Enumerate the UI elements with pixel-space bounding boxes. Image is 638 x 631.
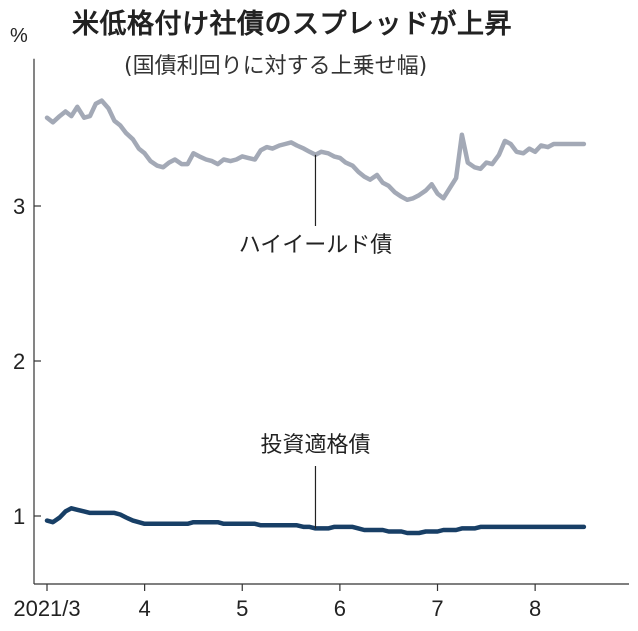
x-tick-label: 6 — [334, 596, 346, 621]
x-tick-label: 8 — [529, 596, 541, 621]
x-tick-label: 7 — [431, 596, 443, 621]
high-yield-label: ハイイールド債 — [239, 233, 393, 258]
x-axis-ticks: 2021/3 4 5 6 7 8 — [13, 584, 541, 621]
axes — [33, 58, 629, 585]
chart-subtitle: (国債利回りに対する上乗せ幅) — [124, 54, 428, 79]
y-axis-ticks: 1 2 3 — [13, 194, 41, 529]
x-tick-label: 4 — [139, 596, 151, 621]
chart-title: 米低格付け社債のスプレッドが上昇 — [72, 9, 512, 40]
y-tick-label: 3 — [13, 194, 25, 219]
series-line-high-yield — [44, 98, 587, 203]
y-tick-label: 2 — [13, 349, 25, 374]
x-tick-label: 5 — [236, 596, 248, 621]
y-unit-label: % — [10, 25, 28, 47]
x-tick-label: 2021/3 — [13, 596, 80, 621]
investment-grade-label: 投資適格債 — [260, 433, 370, 458]
y-tick-label: 1 — [13, 504, 25, 529]
